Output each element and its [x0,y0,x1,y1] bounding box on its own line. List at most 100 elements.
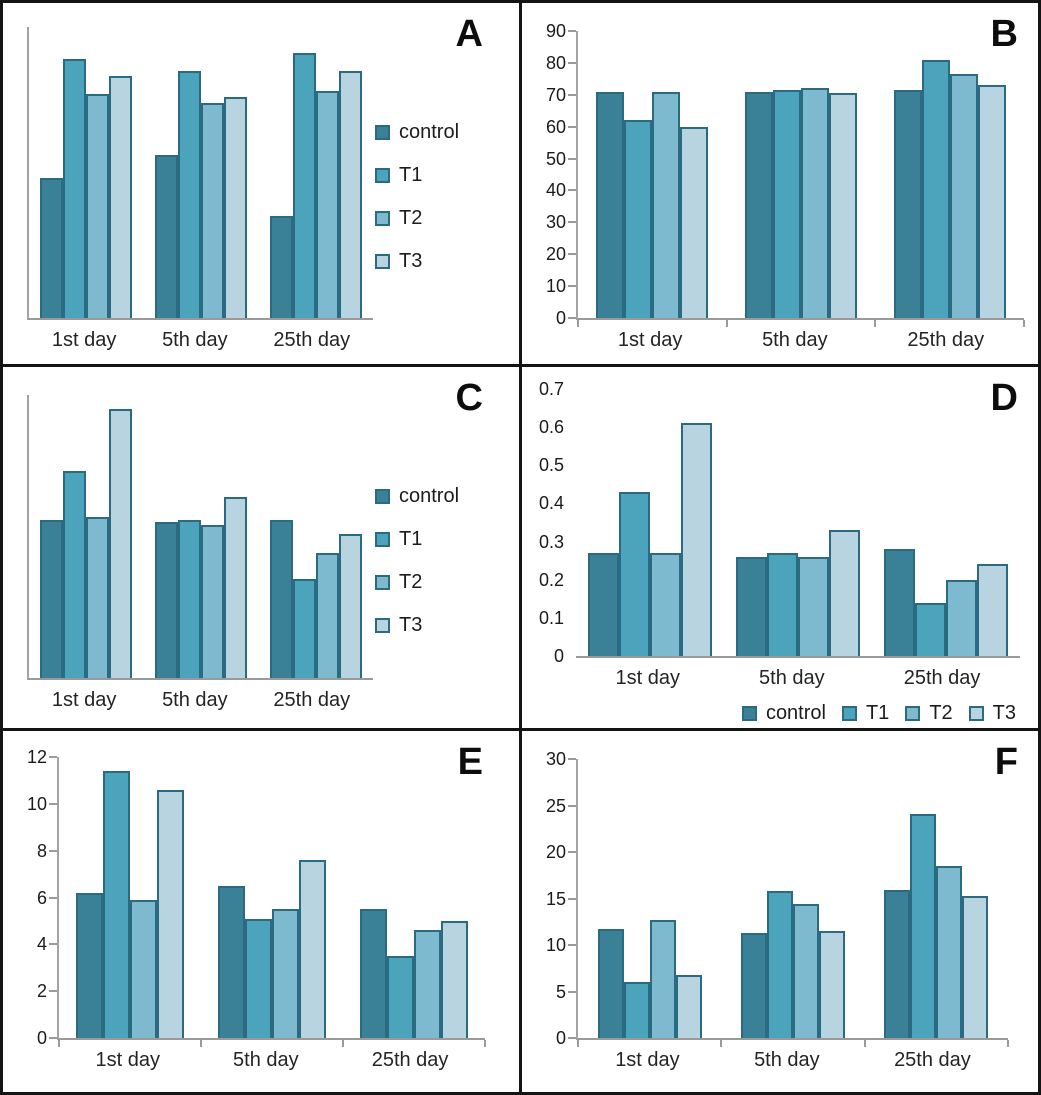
y-axis: 0 10 20 30 40 50 60 70 80 90 [528,22,578,327]
panel-b: B 0 10 20 30 40 50 60 70 80 90 1st day 5th day 25th d… [522,3,1038,364]
category-labels: 1st day 5th day 25th day [29,678,373,722]
y-tick-mark [568,30,576,32]
x-tick-mark [199,1040,202,1047]
bar-group [588,389,712,656]
bar-T3 [109,76,133,318]
bar-group [218,757,326,1038]
bars-row [578,759,1008,1038]
legend-swatch-control [375,125,390,140]
bar-group [269,27,362,318]
bar-T3 [828,93,857,318]
legend-item-T3: T3 [375,614,511,637]
bar-T3 [977,564,1008,656]
category-label: 25th day [903,666,981,689]
bar-T1 [103,771,130,1038]
y-tick-mark [49,1037,57,1039]
legend-item-T1: T1 [375,164,511,187]
x-tick-mark [577,320,579,327]
category-label: 1st day [51,328,117,351]
category-label: 25th day [894,1048,971,1071]
y-tick-label: 0.2 [538,569,564,590]
x-tick-mark [720,1040,723,1047]
bars-row [59,757,485,1038]
bar-group [744,31,857,318]
y-tick-label: 0.5 [538,455,564,476]
bars-row [578,31,1024,318]
bar-control [40,178,64,318]
panel-e: E 0 2 4 6 8 10 12 1st day 5th day 25th day [3,731,519,1092]
bar-control [596,91,625,318]
bar-control [740,932,767,1038]
bar-T1 [245,918,272,1038]
bar-T1 [624,120,653,318]
bar-T1 [63,59,87,318]
y-tick-mark [568,317,576,319]
bar-T2 [130,899,157,1038]
bar-group [154,395,247,678]
y-axis: 0 0.1 0.2 0.3 0.4 0.5 0.6 0.7 [526,380,576,665]
panel-d: D 0 0.1 0.2 0.3 0.4 0.5 0.6 0.7 1st day 5th day 25t… [522,367,1038,728]
legend-item-T2: T2 [375,207,511,230]
bar-T2 [414,930,441,1038]
bar-group [597,759,702,1038]
bar-T3 [680,126,709,318]
legend-swatch-T1 [841,706,857,721]
plot-area: 0 0.1 0.2 0.3 0.4 0.5 0.6 0.7 1st day 5th day 25th… [539,380,1020,689]
legend-swatch-control [741,706,757,721]
bar-T2 [936,865,963,1038]
y-tick-mark [49,990,57,993]
bar-T3 [109,409,133,678]
x-tick-mark [58,1040,60,1047]
panel-letter: D [990,377,1018,419]
bar-T2 [792,904,819,1038]
bar-T3 [675,974,702,1038]
category-label: 1st day [617,328,683,351]
y-tick-label: 90 [545,21,566,41]
legend: control T1 T2 T3 [741,702,1016,725]
bar-T2 [86,516,110,678]
y-tick-mark [568,285,576,288]
y-tick-label: 50 [545,148,566,169]
y-tick-mark [568,944,576,947]
bar-T1 [177,70,201,318]
y-tick-label: 40 [545,180,566,201]
legend-swatch-T1 [375,532,390,547]
bar-control [360,909,387,1038]
bar-T3 [338,533,362,678]
bar-control [893,90,922,318]
bar-T1 [910,813,937,1038]
x-tick-mark [1023,320,1025,327]
bar-T3 [223,496,247,678]
legend-item-T2: T2 [375,571,511,594]
y-tick-label: 0.3 [538,531,564,552]
legend-label: control [399,485,460,507]
bar-control [218,885,245,1038]
category-label: 5th day [759,666,825,689]
legend-swatch-T1 [375,168,390,183]
category-labels: 1st day 5th day 25th day [578,1038,1008,1082]
y-tick-label: 0.4 [538,493,564,514]
bar-T1 [63,471,87,678]
y-tick-label: 30 [545,749,566,769]
y-tick-mark [568,758,576,760]
bar-T2 [272,909,299,1038]
y-tick-label: 8 [36,840,47,861]
y-tick-mark [49,849,57,852]
bar-group [154,27,247,318]
x-tick-mark [874,320,877,327]
panel-c: C 1st day 5th day 25th day control T1 T2 T3 [3,367,519,728]
legend-label: control [765,702,826,724]
y-tick-label: 0 [36,1028,47,1048]
legend-label: T2 [399,571,423,593]
y-tick-mark [568,253,576,256]
legend-item-T2: T2 [905,702,953,725]
y-tick-label: 6 [36,887,47,908]
bar-T2 [946,579,977,656]
legend-item-T3: T3 [968,702,1016,725]
bar-control [154,522,178,678]
plot-area: 0 2 4 6 8 10 12 1st day 5th day 25th day [27,748,486,1071]
legend: control T1 T2 T3 [375,121,511,273]
category-labels: 1st day 5th day 25th day [576,656,1020,700]
y-tick-mark [568,804,576,807]
panel-letter: B [990,13,1018,55]
